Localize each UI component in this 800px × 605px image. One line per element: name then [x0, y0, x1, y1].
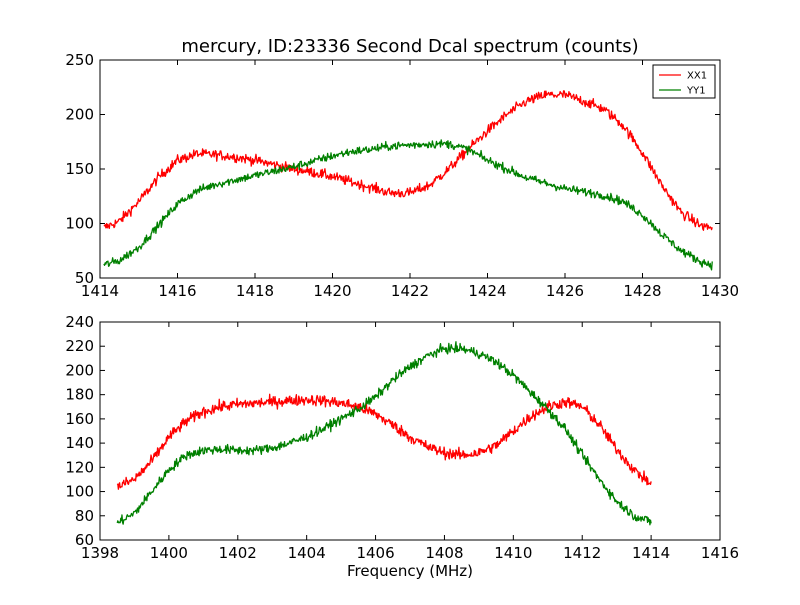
- top-series-group: [103, 90, 713, 271]
- x-tick-label: 1408: [425, 544, 463, 562]
- legend: XX1 YY1: [652, 64, 716, 99]
- x-tick-label: 1410: [494, 544, 532, 562]
- y-tick-label: 100: [65, 215, 94, 233]
- x-tick-label: 1398: [81, 544, 119, 562]
- series-line-xx1: [103, 90, 713, 231]
- bottom-x-axis-label: Frequency (MHz): [347, 562, 473, 580]
- y-tick-label: 100: [65, 483, 94, 501]
- series-line-red: [116, 393, 652, 490]
- x-tick-label: 1412: [563, 544, 601, 562]
- x-tick-label: 1402: [219, 544, 257, 562]
- y-tick-label: 180: [65, 386, 94, 404]
- top-chart-title: mercury, ID:23336 Second Dcal spectrum (…: [181, 36, 638, 57]
- x-tick-label: 1430: [701, 282, 739, 300]
- y-tick-label: 200: [65, 106, 94, 124]
- y-tick-label: 140: [65, 434, 94, 452]
- x-tick-label: 1422: [391, 282, 429, 300]
- x-tick-label: 1404: [288, 544, 326, 562]
- x-tick-label: 1424: [468, 282, 506, 300]
- x-tick-label: 1428: [623, 282, 661, 300]
- x-tick-label: 1416: [701, 544, 739, 562]
- y-tick-label: 160: [65, 410, 94, 428]
- x-tick-label: 1414: [81, 282, 119, 300]
- bottom-subplot: 1398 1400 1402 1404 1406 1408 1410 1412 1414 1416…: [65, 313, 739, 580]
- y-tick-label: 80: [75, 507, 94, 525]
- bottom-series-group: [116, 341, 652, 526]
- x-tick-label: 1416: [158, 282, 196, 300]
- bottom-axis-ticks: 1398 1400 1402 1404 1406 1408 1410 1412 1414 1416…: [65, 313, 739, 562]
- y-tick-label: 220: [65, 337, 94, 355]
- bottom-plot-frame: [99, 321, 721, 541]
- legend-label-xx1: XX1: [687, 71, 707, 82]
- y-tick-label: 240: [65, 313, 94, 331]
- y-tick-label: 60: [75, 531, 94, 549]
- y-tick-label: 120: [65, 458, 94, 476]
- x-tick-label: 1400: [150, 544, 188, 562]
- x-tick-label: 1420: [313, 282, 351, 300]
- y-tick-label: 250: [65, 51, 94, 69]
- series-line-green: [116, 341, 652, 526]
- x-tick-label: 1418: [236, 282, 274, 300]
- top-subplot: mercury, ID:23336 Second Dcal spectrum (…: [65, 36, 739, 300]
- legend-label-yy1: YY1: [686, 86, 706, 97]
- series-line-yy1: [103, 139, 713, 271]
- x-tick-label: 1406: [356, 544, 394, 562]
- legend-box: [652, 64, 716, 99]
- y-tick-label: 50: [75, 269, 94, 287]
- x-tick-label: 1414: [632, 544, 670, 562]
- y-tick-label: 200: [65, 361, 94, 379]
- top-axis-ticks: 1414 1416 1418 1420 1422 1424 1426 1428 1430 50 10…: [65, 51, 739, 300]
- y-tick-label: 150: [65, 160, 94, 178]
- x-tick-label: 1426: [546, 282, 584, 300]
